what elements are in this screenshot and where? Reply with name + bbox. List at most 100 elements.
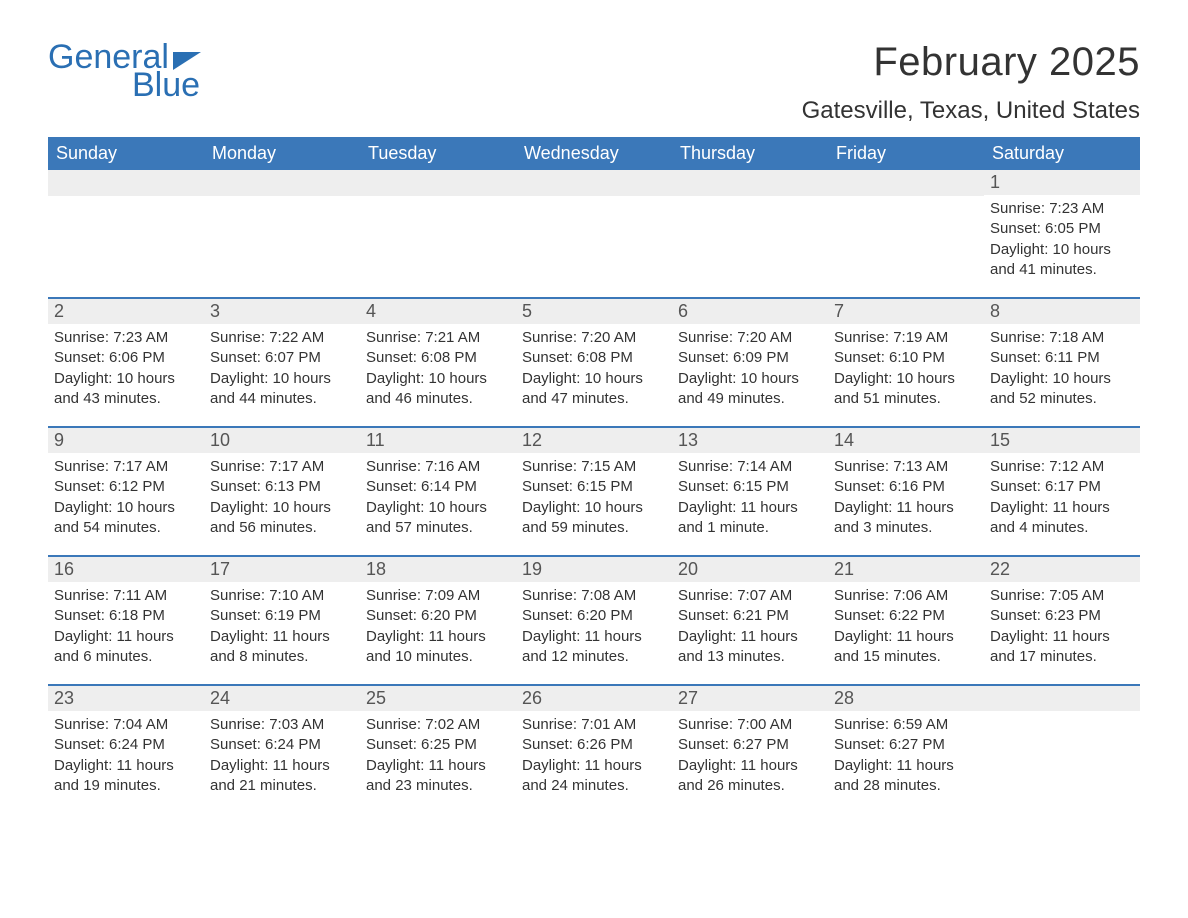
- daylight-line: Daylight: 11 hours and 1 minute.: [678, 498, 822, 539]
- calendar-row: 23Sunrise: 7:04 AMSunset: 6:24 PMDayligh…: [48, 686, 1140, 814]
- day-details: Sunrise: 7:23 AMSunset: 6:06 PMDaylight:…: [48, 324, 204, 413]
- sunset-line: Sunset: 6:24 PM: [210, 735, 354, 755]
- daylight-line: Daylight: 10 hours and 46 minutes.: [366, 369, 510, 410]
- sunrise-line: Sunrise: 7:00 AM: [678, 715, 822, 735]
- empty-day-header: [516, 170, 672, 196]
- daylight-line: Daylight: 10 hours and 54 minutes.: [54, 498, 198, 539]
- day-number: 17: [204, 557, 360, 582]
- sunset-line: Sunset: 6:27 PM: [678, 735, 822, 755]
- sunset-line: Sunset: 6:10 PM: [834, 348, 978, 368]
- calendar-cell: 26Sunrise: 7:01 AMSunset: 6:26 PMDayligh…: [516, 686, 672, 814]
- day-details: Sunrise: 7:23 AMSunset: 6:05 PMDaylight:…: [984, 195, 1140, 284]
- day-details: Sunrise: 7:19 AMSunset: 6:10 PMDaylight:…: [828, 324, 984, 413]
- day-details: Sunrise: 7:02 AMSunset: 6:25 PMDaylight:…: [360, 711, 516, 800]
- sunset-line: Sunset: 6:24 PM: [54, 735, 198, 755]
- daylight-line: Daylight: 10 hours and 47 minutes.: [522, 369, 666, 410]
- calendar-cell: 17Sunrise: 7:10 AMSunset: 6:19 PMDayligh…: [204, 557, 360, 685]
- day-details: Sunrise: 7:21 AMSunset: 6:08 PMDaylight:…: [360, 324, 516, 413]
- daylight-line: Daylight: 11 hours and 13 minutes.: [678, 627, 822, 668]
- daylight-line: Daylight: 10 hours and 51 minutes.: [834, 369, 978, 410]
- day-number: 3: [204, 299, 360, 324]
- day-number: 23: [48, 686, 204, 711]
- daylight-line: Daylight: 10 hours and 57 minutes.: [366, 498, 510, 539]
- calendar-row: 16Sunrise: 7:11 AMSunset: 6:18 PMDayligh…: [48, 557, 1140, 685]
- day-details: Sunrise: 7:15 AMSunset: 6:15 PMDaylight:…: [516, 453, 672, 542]
- day-number: 8: [984, 299, 1140, 324]
- calendar-cell: 1Sunrise: 7:23 AMSunset: 6:05 PMDaylight…: [984, 170, 1140, 298]
- daylight-line: Daylight: 11 hours and 3 minutes.: [834, 498, 978, 539]
- day-number: 25: [360, 686, 516, 711]
- sunrise-line: Sunrise: 7:07 AM: [678, 586, 822, 606]
- daylight-line: Daylight: 11 hours and 24 minutes.: [522, 756, 666, 797]
- sunrise-line: Sunrise: 7:20 AM: [522, 328, 666, 348]
- sunset-line: Sunset: 6:11 PM: [990, 348, 1134, 368]
- sunrise-line: Sunrise: 7:14 AM: [678, 457, 822, 477]
- day-details: Sunrise: 7:11 AMSunset: 6:18 PMDaylight:…: [48, 582, 204, 671]
- day-number: 24: [204, 686, 360, 711]
- calendar-cell: 21Sunrise: 7:06 AMSunset: 6:22 PMDayligh…: [828, 557, 984, 685]
- sunset-line: Sunset: 6:07 PM: [210, 348, 354, 368]
- calendar-cell: 12Sunrise: 7:15 AMSunset: 6:15 PMDayligh…: [516, 428, 672, 556]
- day-number: 6: [672, 299, 828, 324]
- sunrise-line: Sunrise: 7:12 AM: [990, 457, 1134, 477]
- calendar-cell: 5Sunrise: 7:20 AMSunset: 6:08 PMDaylight…: [516, 299, 672, 427]
- day-number: 2: [48, 299, 204, 324]
- day-details: Sunrise: 7:08 AMSunset: 6:20 PMDaylight:…: [516, 582, 672, 671]
- calendar-cell: [204, 170, 360, 298]
- location-text: Gatesville, Texas, United States: [802, 97, 1140, 125]
- day-number: 20: [672, 557, 828, 582]
- calendar-body: 1Sunrise: 7:23 AMSunset: 6:05 PMDaylight…: [48, 170, 1140, 814]
- sunrise-line: Sunrise: 7:06 AM: [834, 586, 978, 606]
- calendar-cell: 28Sunrise: 6:59 AMSunset: 6:27 PMDayligh…: [828, 686, 984, 814]
- sunset-line: Sunset: 6:15 PM: [678, 477, 822, 497]
- weekday-header: Tuesday: [360, 137, 516, 170]
- calendar-cell: 16Sunrise: 7:11 AMSunset: 6:18 PMDayligh…: [48, 557, 204, 685]
- calendar-cell: 13Sunrise: 7:14 AMSunset: 6:15 PMDayligh…: [672, 428, 828, 556]
- sunset-line: Sunset: 6:20 PM: [366, 606, 510, 626]
- daylight-line: Daylight: 11 hours and 4 minutes.: [990, 498, 1134, 539]
- day-number: 15: [984, 428, 1140, 453]
- calendar-cell: 3Sunrise: 7:22 AMSunset: 6:07 PMDaylight…: [204, 299, 360, 427]
- calendar-cell: 8Sunrise: 7:18 AMSunset: 6:11 PMDaylight…: [984, 299, 1140, 427]
- calendar-row: 2Sunrise: 7:23 AMSunset: 6:06 PMDaylight…: [48, 299, 1140, 427]
- calendar-cell: [984, 686, 1140, 814]
- weekday-header: Thursday: [672, 137, 828, 170]
- daylight-line: Daylight: 11 hours and 21 minutes.: [210, 756, 354, 797]
- calendar-cell: 9Sunrise: 7:17 AMSunset: 6:12 PMDaylight…: [48, 428, 204, 556]
- day-details: Sunrise: 7:07 AMSunset: 6:21 PMDaylight:…: [672, 582, 828, 671]
- day-number: 26: [516, 686, 672, 711]
- calendar-cell: 20Sunrise: 7:07 AMSunset: 6:21 PMDayligh…: [672, 557, 828, 685]
- sunrise-line: Sunrise: 7:03 AM: [210, 715, 354, 735]
- sunrise-line: Sunrise: 7:13 AM: [834, 457, 978, 477]
- daylight-line: Daylight: 11 hours and 8 minutes.: [210, 627, 354, 668]
- day-details: Sunrise: 7:04 AMSunset: 6:24 PMDaylight:…: [48, 711, 204, 800]
- calendar-cell: 19Sunrise: 7:08 AMSunset: 6:20 PMDayligh…: [516, 557, 672, 685]
- calendar-cell: [360, 170, 516, 298]
- weekday-header: Sunday: [48, 137, 204, 170]
- day-number: 11: [360, 428, 516, 453]
- day-details: Sunrise: 7:10 AMSunset: 6:19 PMDaylight:…: [204, 582, 360, 671]
- day-details: Sunrise: 7:22 AMSunset: 6:07 PMDaylight:…: [204, 324, 360, 413]
- calendar-cell: 11Sunrise: 7:16 AMSunset: 6:14 PMDayligh…: [360, 428, 516, 556]
- sunset-line: Sunset: 6:12 PM: [54, 477, 198, 497]
- sunset-line: Sunset: 6:19 PM: [210, 606, 354, 626]
- sunset-line: Sunset: 6:20 PM: [522, 606, 666, 626]
- calendar-header: SundayMondayTuesdayWednesdayThursdayFrid…: [48, 137, 1140, 170]
- sunrise-line: Sunrise: 7:09 AM: [366, 586, 510, 606]
- calendar-table: SundayMondayTuesdayWednesdayThursdayFrid…: [48, 137, 1140, 814]
- daylight-line: Daylight: 11 hours and 6 minutes.: [54, 627, 198, 668]
- sunset-line: Sunset: 6:09 PM: [678, 348, 822, 368]
- daylight-line: Daylight: 10 hours and 59 minutes.: [522, 498, 666, 539]
- sunset-line: Sunset: 6:21 PM: [678, 606, 822, 626]
- sunrise-line: Sunrise: 7:22 AM: [210, 328, 354, 348]
- empty-day-header: [48, 170, 204, 196]
- day-number: 1: [984, 170, 1140, 195]
- sunrise-line: Sunrise: 7:17 AM: [210, 457, 354, 477]
- sunset-line: Sunset: 6:08 PM: [366, 348, 510, 368]
- calendar-cell: 15 Sunrise: 7:12 AMSunset: 6:17 PMDayligh…: [984, 428, 1140, 556]
- sunrise-line: Sunrise: 7:21 AM: [366, 328, 510, 348]
- calendar-cell: 4Sunrise: 7:21 AMSunset: 6:08 PMDaylight…: [360, 299, 516, 427]
- daylight-line: Daylight: 11 hours and 10 minutes.: [366, 627, 510, 668]
- day-details: Sunrise: 7:14 AMSunset: 6:15 PMDaylight:…: [672, 453, 828, 542]
- sunset-line: Sunset: 6:17 PM: [990, 477, 1134, 497]
